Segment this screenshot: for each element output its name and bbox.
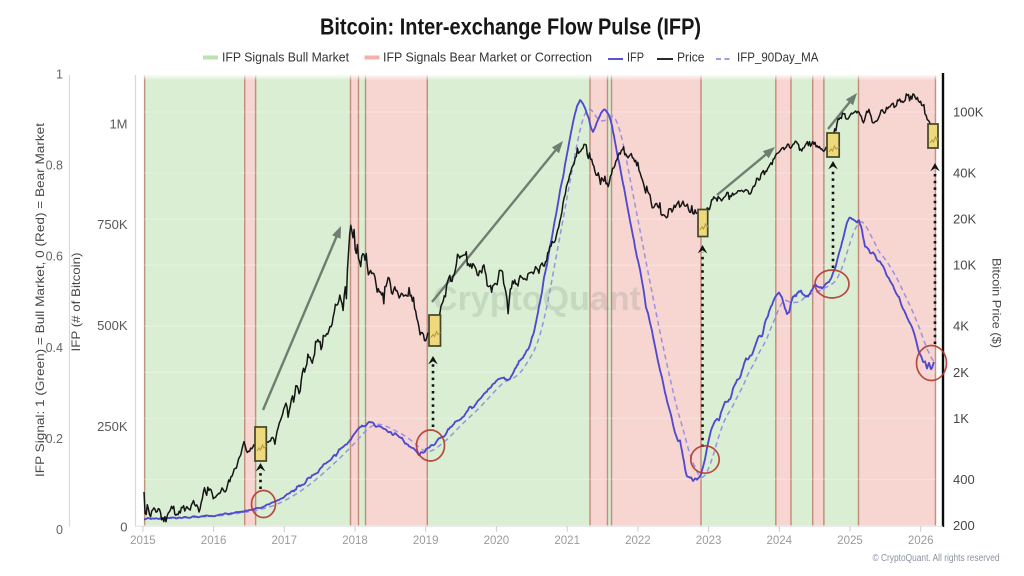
svg-text:100K: 100K [953, 105, 984, 120]
svg-text:40K: 40K [953, 166, 976, 181]
svg-text:2026: 2026 [908, 535, 934, 547]
svg-text:2024: 2024 [767, 535, 793, 547]
svg-text:2K: 2K [953, 365, 969, 380]
svg-text:400: 400 [953, 472, 975, 487]
svg-text:200: 200 [953, 518, 975, 533]
svg-text:4K: 4K [953, 319, 969, 334]
svg-text:2017: 2017 [272, 535, 298, 547]
svg-text:Bitcoin: Inter-exchange Flow P: Bitcoin: Inter-exchange Flow Pulse (IFP) [320, 14, 701, 40]
svg-text:0: 0 [56, 523, 63, 537]
svg-text:2018: 2018 [342, 535, 368, 547]
svg-text:IFP (# of Bitcoin): IFP (# of Bitcoin) [69, 253, 83, 352]
svg-text:IFP Signal: 1 (Green) = Bull M: IFP Signal: 1 (Green) = Bull Market, 0 (… [33, 122, 47, 477]
svg-text:2020: 2020 [484, 535, 510, 547]
svg-text:© CryptoQuant. All rights rese: © CryptoQuant. All rights reserved [873, 553, 1000, 564]
svg-text:IFP_90Day_MA: IFP_90Day_MA [737, 50, 819, 65]
svg-text:Price: Price [677, 50, 705, 65]
svg-text:250K: 250K [97, 419, 128, 434]
svg-text:CryptoQuant: CryptoQuant [433, 280, 641, 318]
svg-text:500K: 500K [97, 318, 128, 333]
svg-text:2015: 2015 [130, 535, 156, 547]
svg-text:2025: 2025 [837, 535, 863, 547]
svg-text:Bitcoin Price ($): Bitcoin Price ($) [990, 258, 1004, 348]
svg-text:0.2: 0.2 [46, 432, 63, 446]
svg-text:1M: 1M [109, 117, 127, 132]
svg-text:20K: 20K [953, 212, 976, 227]
svg-text:0.4: 0.4 [46, 341, 63, 355]
svg-text:0.8: 0.8 [46, 159, 63, 173]
svg-text:2021: 2021 [554, 535, 580, 547]
svg-text:0.6: 0.6 [46, 250, 63, 264]
svg-text:2019: 2019 [413, 535, 439, 547]
svg-text:IFP Signals Bull Market: IFP Signals Bull Market [222, 50, 349, 65]
svg-text:1: 1 [56, 68, 63, 82]
svg-text:10K: 10K [953, 258, 976, 273]
svg-text:2023: 2023 [696, 535, 722, 547]
svg-text:0: 0 [120, 520, 127, 535]
svg-text:1K: 1K [953, 411, 969, 426]
svg-text:2022: 2022 [625, 535, 651, 547]
svg-text:750K: 750K [97, 217, 128, 232]
svg-text:IFP: IFP [627, 50, 644, 65]
svg-text:IFP Signals Bear Market or Cor: IFP Signals Bear Market or Correction [383, 50, 592, 65]
svg-text:2016: 2016 [201, 535, 227, 547]
